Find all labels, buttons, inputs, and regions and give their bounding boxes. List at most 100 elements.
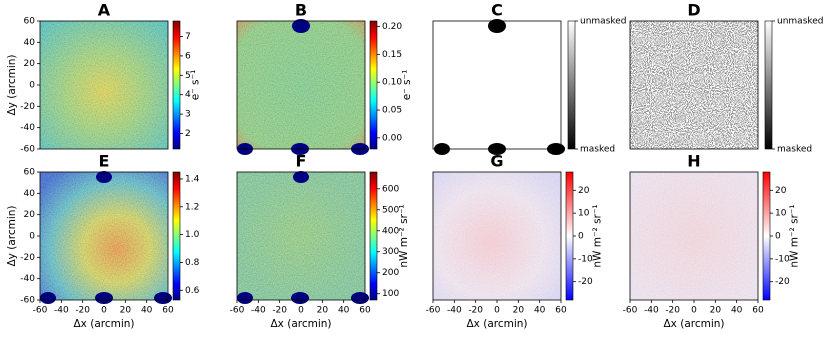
y-tick-label: -40: [20, 123, 35, 133]
colorbar-tick-label: 7: [185, 32, 191, 42]
y-tick-label: -20: [20, 253, 35, 263]
x-tick-label: 0: [494, 306, 500, 316]
colorbar-tick-label: unmasked: [580, 17, 627, 27]
x-tick-label: 0: [101, 306, 107, 316]
x-tick-label: -40: [447, 306, 462, 316]
x-tick-label: -60: [623, 306, 638, 316]
x-tick-label: 60: [359, 306, 371, 316]
panel-title: G: [490, 152, 503, 171]
x-tick-label: -20: [468, 306, 483, 316]
x-tick-label: 0: [298, 306, 304, 316]
x-tick-label: 20: [317, 306, 329, 316]
colorbar-tick-label: 0.6: [185, 286, 200, 296]
x-tick-label: 20: [120, 306, 132, 316]
x-tick-label: 60: [752, 306, 764, 316]
heatmap-texture: [630, 172, 758, 300]
colorbar-label: nW m⁻² sr⁻¹: [398, 204, 410, 267]
panel: [40, 172, 168, 300]
x-tick-label: 40: [338, 306, 350, 316]
x-tick-label: 20: [513, 306, 525, 316]
colorbar-tick-label: 1.2: [185, 202, 199, 212]
x-tick-label: -20: [272, 306, 287, 316]
colorbar-tick-label: 0.15: [382, 50, 402, 60]
colorbar-tick-label: 200: [382, 268, 399, 278]
y-tick-label: 0: [29, 232, 35, 242]
colorbar-tick-label: -20: [578, 277, 593, 287]
colorbar-tick-label: 0: [578, 232, 584, 242]
plot-frame: [629, 20, 759, 150]
panel: [630, 21, 758, 149]
panel: [433, 172, 561, 300]
panel: [433, 21, 561, 149]
colorbar-tick-label: -10: [775, 254, 790, 264]
panel-title: C: [491, 1, 503, 20]
panel-title: E: [99, 152, 110, 171]
colorbar-tick-label: unmasked: [777, 17, 824, 27]
panel: [237, 21, 365, 149]
colorbar-tick-label: 0.00: [382, 133, 402, 143]
y-tick-label: 40: [24, 38, 36, 48]
x-tick-label: 40: [141, 306, 153, 316]
colorbar-tick-label: 20: [578, 186, 590, 196]
x-tick-label: 60: [162, 306, 174, 316]
panel-title: D: [687, 1, 700, 20]
x-tick-label: 40: [731, 306, 743, 316]
y-tick-label: 20: [24, 210, 36, 220]
y-tick-label: 20: [24, 59, 36, 69]
colorbar-tick-label: 600: [382, 184, 399, 194]
x-tick-label: -20: [75, 306, 90, 316]
colorbar: [567, 20, 576, 150]
x-tick-label: 40: [534, 306, 546, 316]
panel: [237, 172, 365, 300]
plot-frame: [236, 20, 366, 150]
colorbar: [565, 171, 574, 301]
colorbar: [369, 171, 378, 301]
panel: [40, 21, 168, 149]
y-axis-label: Δy (arcmin): [6, 205, 18, 266]
x-tick-label: 20: [710, 306, 722, 316]
heatmap-texture: [433, 21, 561, 149]
x-axis-label: Δx (arcmin): [73, 318, 134, 330]
colorbar-tick-label: 400: [382, 226, 399, 236]
colorbar-tick-label: masked: [580, 145, 615, 155]
colorbar-tick-label: 0: [775, 232, 781, 242]
y-tick-label: 60: [24, 168, 36, 178]
heatmap-texture: [237, 21, 365, 149]
y-tick-label: 0: [29, 81, 35, 91]
colorbar-tick-label: 0.10: [382, 78, 402, 88]
masked-regions: [40, 19, 565, 304]
panel-title: H: [687, 152, 700, 171]
x-tick-label: -40: [251, 306, 266, 316]
heatmap-texture: [40, 172, 168, 300]
colorbar: [762, 171, 771, 301]
plot-frame: [432, 20, 562, 150]
colorbar-label: e⁻ s⁻¹: [190, 70, 202, 101]
x-tick-label: -40: [644, 306, 659, 316]
colorbar-label: nW m⁻² sr⁻¹: [592, 204, 604, 267]
x-tick-label: -20: [665, 306, 680, 316]
x-axis-label: Δx (arcmin): [270, 318, 331, 330]
colorbar-tick-label: 6: [185, 51, 191, 61]
colorbar-tick-label: 0.05: [382, 106, 402, 116]
panel-title: A: [98, 1, 111, 20]
colorbar: [764, 20, 773, 150]
colorbar-tick-label: 4: [185, 90, 191, 100]
x-tick-label: -60: [230, 306, 245, 316]
x-tick-label: -60: [426, 306, 441, 316]
colorbar-tick-label: -20: [775, 277, 790, 287]
colorbar-tick-label: 5: [185, 71, 191, 81]
y-tick-label: 40: [24, 189, 36, 199]
panel: [630, 172, 758, 300]
heatmap-texture: [433, 172, 561, 300]
y-tick-label: -60: [20, 296, 35, 306]
y-tick-label: -40: [20, 274, 35, 284]
x-tick-label: 0: [691, 306, 697, 316]
colorbar-label: nW m⁻² sr⁻¹: [789, 204, 801, 267]
y-axis-label: Δy (arcmin): [6, 54, 18, 115]
x-tick-label: -40: [54, 306, 69, 316]
colorbar-tick-label: 300: [382, 247, 399, 257]
y-tick-label: -20: [20, 102, 35, 112]
panel-title: B: [295, 1, 307, 20]
colorbar-label: e⁻ s⁻¹: [401, 70, 413, 101]
